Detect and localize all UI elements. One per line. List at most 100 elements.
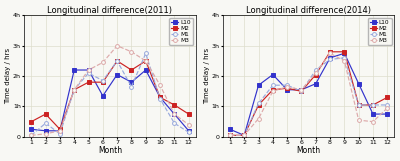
L10 bbox=[328, 57, 332, 59]
M1 bbox=[385, 104, 390, 106]
M3 bbox=[256, 118, 261, 120]
M1 bbox=[285, 84, 290, 86]
M3 bbox=[129, 51, 134, 53]
L10 bbox=[256, 84, 261, 86]
Legend: L10, M2, M1, M3: L10, M2, M1, M3 bbox=[368, 18, 392, 45]
M3 bbox=[100, 62, 105, 63]
Line: L10: L10 bbox=[228, 51, 389, 137]
M2 bbox=[100, 81, 105, 83]
M3 bbox=[370, 121, 375, 123]
M1 bbox=[172, 122, 177, 124]
M3 bbox=[342, 60, 347, 62]
M1 bbox=[256, 102, 261, 104]
M3 bbox=[328, 52, 332, 54]
M1 bbox=[115, 60, 120, 62]
M2 bbox=[43, 113, 48, 115]
L10 bbox=[285, 89, 290, 91]
M3 bbox=[29, 134, 34, 136]
M3 bbox=[58, 130, 62, 132]
M3 bbox=[158, 84, 162, 86]
Legend: L10, M2, M1, M3: L10, M2, M1, M3 bbox=[170, 18, 193, 45]
M3 bbox=[186, 124, 191, 126]
M2 bbox=[313, 74, 318, 76]
M2 bbox=[242, 134, 247, 136]
Line: M2: M2 bbox=[228, 50, 389, 137]
L10 bbox=[115, 74, 120, 76]
M2 bbox=[342, 51, 347, 53]
M2 bbox=[256, 104, 261, 106]
M1 bbox=[129, 86, 134, 88]
M2 bbox=[270, 89, 275, 91]
M1 bbox=[342, 57, 347, 59]
L10 bbox=[172, 113, 177, 115]
M2 bbox=[328, 51, 332, 53]
M1 bbox=[58, 133, 62, 135]
M1 bbox=[29, 134, 34, 136]
M1 bbox=[228, 134, 232, 136]
M3 bbox=[172, 113, 177, 115]
M2 bbox=[285, 87, 290, 89]
L10 bbox=[385, 113, 390, 115]
M2 bbox=[29, 121, 34, 123]
M3 bbox=[385, 107, 390, 109]
X-axis label: Month: Month bbox=[98, 147, 122, 155]
L10 bbox=[143, 69, 148, 71]
M2 bbox=[129, 69, 134, 71]
M1 bbox=[328, 58, 332, 60]
M2 bbox=[186, 113, 191, 115]
M1 bbox=[299, 90, 304, 92]
Line: M1: M1 bbox=[228, 56, 389, 137]
Title: Longitudinal difference(2014): Longitudinal difference(2014) bbox=[246, 6, 371, 14]
M2 bbox=[385, 96, 390, 98]
L10 bbox=[342, 52, 347, 54]
M2 bbox=[115, 60, 120, 62]
L10 bbox=[299, 89, 304, 91]
Line: M2: M2 bbox=[29, 59, 191, 131]
L10 bbox=[158, 96, 162, 98]
M3 bbox=[72, 89, 77, 91]
M3 bbox=[228, 134, 232, 136]
M3 bbox=[270, 90, 275, 92]
Y-axis label: Time delay / hrs: Time delay / hrs bbox=[6, 48, 12, 104]
L10 bbox=[58, 130, 62, 132]
Line: M3: M3 bbox=[29, 44, 191, 137]
L10 bbox=[313, 83, 318, 85]
L10 bbox=[242, 134, 247, 136]
M2 bbox=[356, 104, 361, 106]
M3 bbox=[356, 119, 361, 121]
L10 bbox=[86, 69, 91, 71]
M2 bbox=[172, 104, 177, 106]
M2 bbox=[143, 60, 148, 62]
L10 bbox=[72, 69, 77, 71]
L10 bbox=[100, 95, 105, 97]
L10 bbox=[43, 130, 48, 132]
M3 bbox=[43, 133, 48, 135]
Line: M3: M3 bbox=[228, 51, 389, 137]
L10 bbox=[129, 81, 134, 83]
M2 bbox=[228, 134, 232, 136]
M3 bbox=[86, 69, 91, 71]
M1 bbox=[370, 104, 375, 106]
X-axis label: Month: Month bbox=[296, 147, 321, 155]
M2 bbox=[58, 128, 62, 130]
M3 bbox=[242, 134, 247, 136]
L10 bbox=[356, 83, 361, 85]
Title: Longitudinal difference(2011): Longitudinal difference(2011) bbox=[48, 6, 172, 14]
M2 bbox=[86, 81, 91, 83]
M1 bbox=[86, 72, 91, 74]
Y-axis label: Time delay / hrs: Time delay / hrs bbox=[204, 48, 210, 104]
M3 bbox=[143, 60, 148, 62]
L10 bbox=[228, 128, 232, 130]
M2 bbox=[158, 96, 162, 98]
L10 bbox=[270, 74, 275, 76]
M1 bbox=[72, 89, 77, 91]
M1 bbox=[186, 131, 191, 133]
M1 bbox=[158, 98, 162, 100]
M2 bbox=[299, 90, 304, 92]
Line: M1: M1 bbox=[29, 51, 191, 137]
M2 bbox=[370, 104, 375, 106]
M3 bbox=[299, 89, 304, 91]
L10 bbox=[29, 128, 34, 130]
M1 bbox=[43, 122, 48, 124]
M3 bbox=[313, 72, 318, 74]
